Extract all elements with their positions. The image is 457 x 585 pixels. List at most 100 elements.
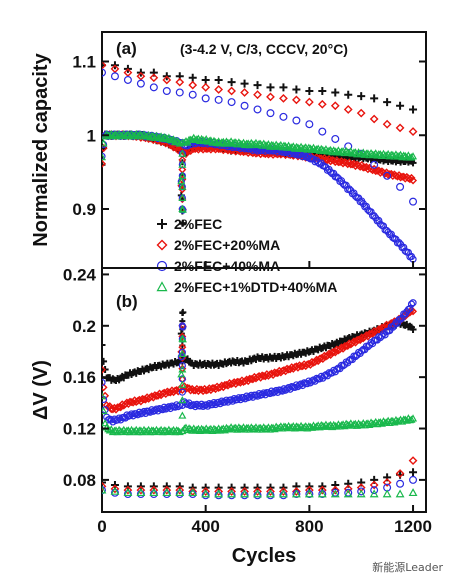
data-point bbox=[266, 92, 275, 102]
data-point bbox=[383, 98, 392, 107]
data-point bbox=[409, 475, 418, 484]
data-point bbox=[178, 426, 187, 435]
data-point bbox=[189, 386, 198, 395]
data-point bbox=[222, 137, 231, 145]
data-point bbox=[356, 108, 366, 118]
y-tick-label: 0.08 bbox=[63, 471, 96, 490]
data-point bbox=[149, 68, 158, 77]
data-point bbox=[331, 481, 340, 490]
legend-label: 2%FEC+20%MA bbox=[174, 237, 280, 253]
data-point bbox=[208, 401, 217, 409]
data-point bbox=[409, 197, 418, 206]
data-point bbox=[178, 411, 187, 419]
data-point bbox=[348, 339, 357, 348]
data-point bbox=[192, 135, 201, 143]
data-point bbox=[304, 485, 314, 495]
data-point bbox=[217, 425, 226, 433]
data-point bbox=[102, 481, 107, 491]
y-tick-label: 0.2 bbox=[72, 317, 96, 336]
data-point bbox=[136, 490, 145, 499]
data-point bbox=[149, 73, 159, 83]
data-point bbox=[334, 158, 343, 167]
data-point bbox=[110, 488, 119, 497]
data-point bbox=[115, 129, 124, 138]
data-point bbox=[149, 488, 159, 497]
data-point bbox=[279, 112, 288, 121]
y-tick-label: 1 bbox=[87, 126, 96, 145]
data-point bbox=[408, 488, 418, 497]
data-point bbox=[360, 163, 369, 172]
data-point bbox=[121, 400, 130, 409]
data-point bbox=[253, 105, 262, 114]
legend-label: 2%FEC+40%MA bbox=[174, 258, 280, 274]
data-point bbox=[178, 386, 187, 394]
data-point bbox=[227, 489, 237, 498]
data-point bbox=[395, 238, 403, 247]
data-point bbox=[110, 484, 120, 494]
legend-label: 2%FEC+1%DTD+40%MA bbox=[174, 279, 337, 295]
data-point bbox=[305, 120, 314, 129]
data-point bbox=[330, 101, 340, 111]
y-tick-label: 0.16 bbox=[63, 368, 96, 387]
data-point bbox=[201, 491, 210, 500]
panel-a-condition-label: (3-4.2 V, C/3, CCCV, 20°C) bbox=[180, 41, 348, 57]
watermark-text: 新能源Leader bbox=[372, 561, 443, 574]
data-point bbox=[178, 348, 186, 356]
data-point bbox=[279, 489, 288, 498]
data-point bbox=[123, 488, 133, 497]
data-point bbox=[371, 167, 380, 176]
data-point bbox=[149, 83, 158, 92]
data-point bbox=[311, 423, 320, 431]
data-point bbox=[287, 143, 296, 151]
data-point bbox=[337, 420, 346, 429]
data-point bbox=[214, 489, 224, 498]
plot-area bbox=[102, 299, 418, 500]
panel-a-marks bbox=[102, 60, 418, 263]
data-point bbox=[286, 365, 295, 374]
data-point bbox=[343, 489, 353, 498]
data-point bbox=[312, 145, 321, 153]
data-point bbox=[227, 86, 236, 96]
data-point bbox=[162, 488, 172, 497]
data-point bbox=[178, 182, 187, 190]
data-point bbox=[185, 424, 194, 432]
data-point bbox=[325, 421, 334, 429]
data-point bbox=[174, 426, 183, 434]
data-point bbox=[357, 478, 366, 487]
data-point bbox=[291, 489, 301, 498]
data-point bbox=[395, 469, 405, 478]
data-point bbox=[209, 424, 218, 432]
data-point bbox=[108, 427, 117, 436]
data-point bbox=[401, 174, 410, 183]
data-point bbox=[205, 425, 214, 433]
data-point bbox=[178, 396, 187, 404]
data-point bbox=[396, 101, 405, 110]
data-point bbox=[177, 177, 186, 185]
data-point bbox=[344, 488, 353, 497]
data-point bbox=[279, 83, 288, 92]
data-point bbox=[395, 123, 405, 133]
data-point bbox=[214, 75, 223, 84]
data-point bbox=[335, 422, 344, 430]
data-point bbox=[202, 145, 211, 154]
data-point bbox=[318, 87, 327, 95]
data-point bbox=[253, 81, 262, 90]
data-point bbox=[292, 487, 301, 496]
panel-b-x-axis-title: Cycles bbox=[232, 545, 297, 567]
data-point bbox=[108, 132, 117, 140]
data-point bbox=[292, 482, 301, 491]
data-point bbox=[253, 489, 262, 498]
data-point bbox=[167, 135, 177, 144]
legend-item-3: 2%FEC+40%MA bbox=[156, 258, 280, 274]
data-point bbox=[360, 332, 369, 341]
data-point bbox=[292, 142, 301, 151]
data-point bbox=[323, 422, 332, 430]
data-point bbox=[110, 72, 119, 81]
data-point bbox=[317, 144, 326, 153]
data-point bbox=[201, 94, 210, 103]
data-point bbox=[102, 392, 107, 400]
data-point bbox=[162, 86, 171, 95]
data-point bbox=[201, 75, 210, 84]
data-point bbox=[188, 488, 198, 497]
